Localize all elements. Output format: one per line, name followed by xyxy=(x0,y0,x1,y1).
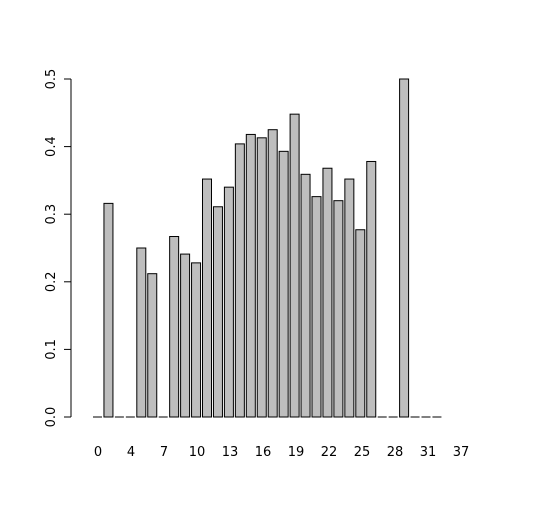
bar xyxy=(180,253,191,418)
bar xyxy=(399,78,410,418)
y-tick-label: 0.4 xyxy=(44,136,59,157)
y-tick-label: 0.0 xyxy=(44,407,59,428)
bar xyxy=(212,206,223,418)
x-tick-label: 31 xyxy=(420,445,437,460)
bar xyxy=(191,262,202,418)
x-tick-label: 4 xyxy=(127,445,135,460)
x-tick-label: 25 xyxy=(354,445,371,460)
bar xyxy=(311,196,322,418)
y-tick-label: 0.3 xyxy=(44,204,59,225)
x-axis-labels: 0 4 7 10 13 16 19 22 25 28 31 37 xyxy=(94,445,469,460)
bar xyxy=(344,178,355,418)
y-tick-label: 0.2 xyxy=(44,271,59,292)
x-tick-label: 10 xyxy=(189,445,206,460)
y-tick-label: 0.1 xyxy=(44,339,59,360)
bar xyxy=(136,247,147,418)
x-tick-label: 7 xyxy=(160,445,168,460)
bar xyxy=(355,229,366,418)
bar xyxy=(278,150,289,418)
bar xyxy=(223,186,234,418)
x-tick-label: 13 xyxy=(222,445,239,460)
bar xyxy=(289,113,300,418)
bar xyxy=(300,173,311,418)
bar xyxy=(234,143,245,418)
bars xyxy=(93,78,442,418)
bar xyxy=(366,160,377,418)
x-tick-label: 19 xyxy=(288,445,305,460)
x-tick-label: 28 xyxy=(387,445,404,460)
bar xyxy=(147,273,158,418)
bar xyxy=(202,178,212,418)
x-tick-label: 37 xyxy=(453,445,470,460)
bar xyxy=(103,202,114,418)
bar xyxy=(256,137,267,418)
y-axis: 0.0 0.1 0.2 0.3 0.4 0.5 xyxy=(44,69,72,428)
bar xyxy=(245,133,256,418)
x-tick-label: 0 xyxy=(94,445,102,460)
bar xyxy=(169,236,180,418)
bar xyxy=(267,129,278,418)
bar xyxy=(322,167,333,418)
y-tick-label: 0.5 xyxy=(44,69,59,90)
bar xyxy=(333,200,344,418)
x-tick-label: 22 xyxy=(321,445,338,460)
x-tick-label: 16 xyxy=(255,445,272,460)
